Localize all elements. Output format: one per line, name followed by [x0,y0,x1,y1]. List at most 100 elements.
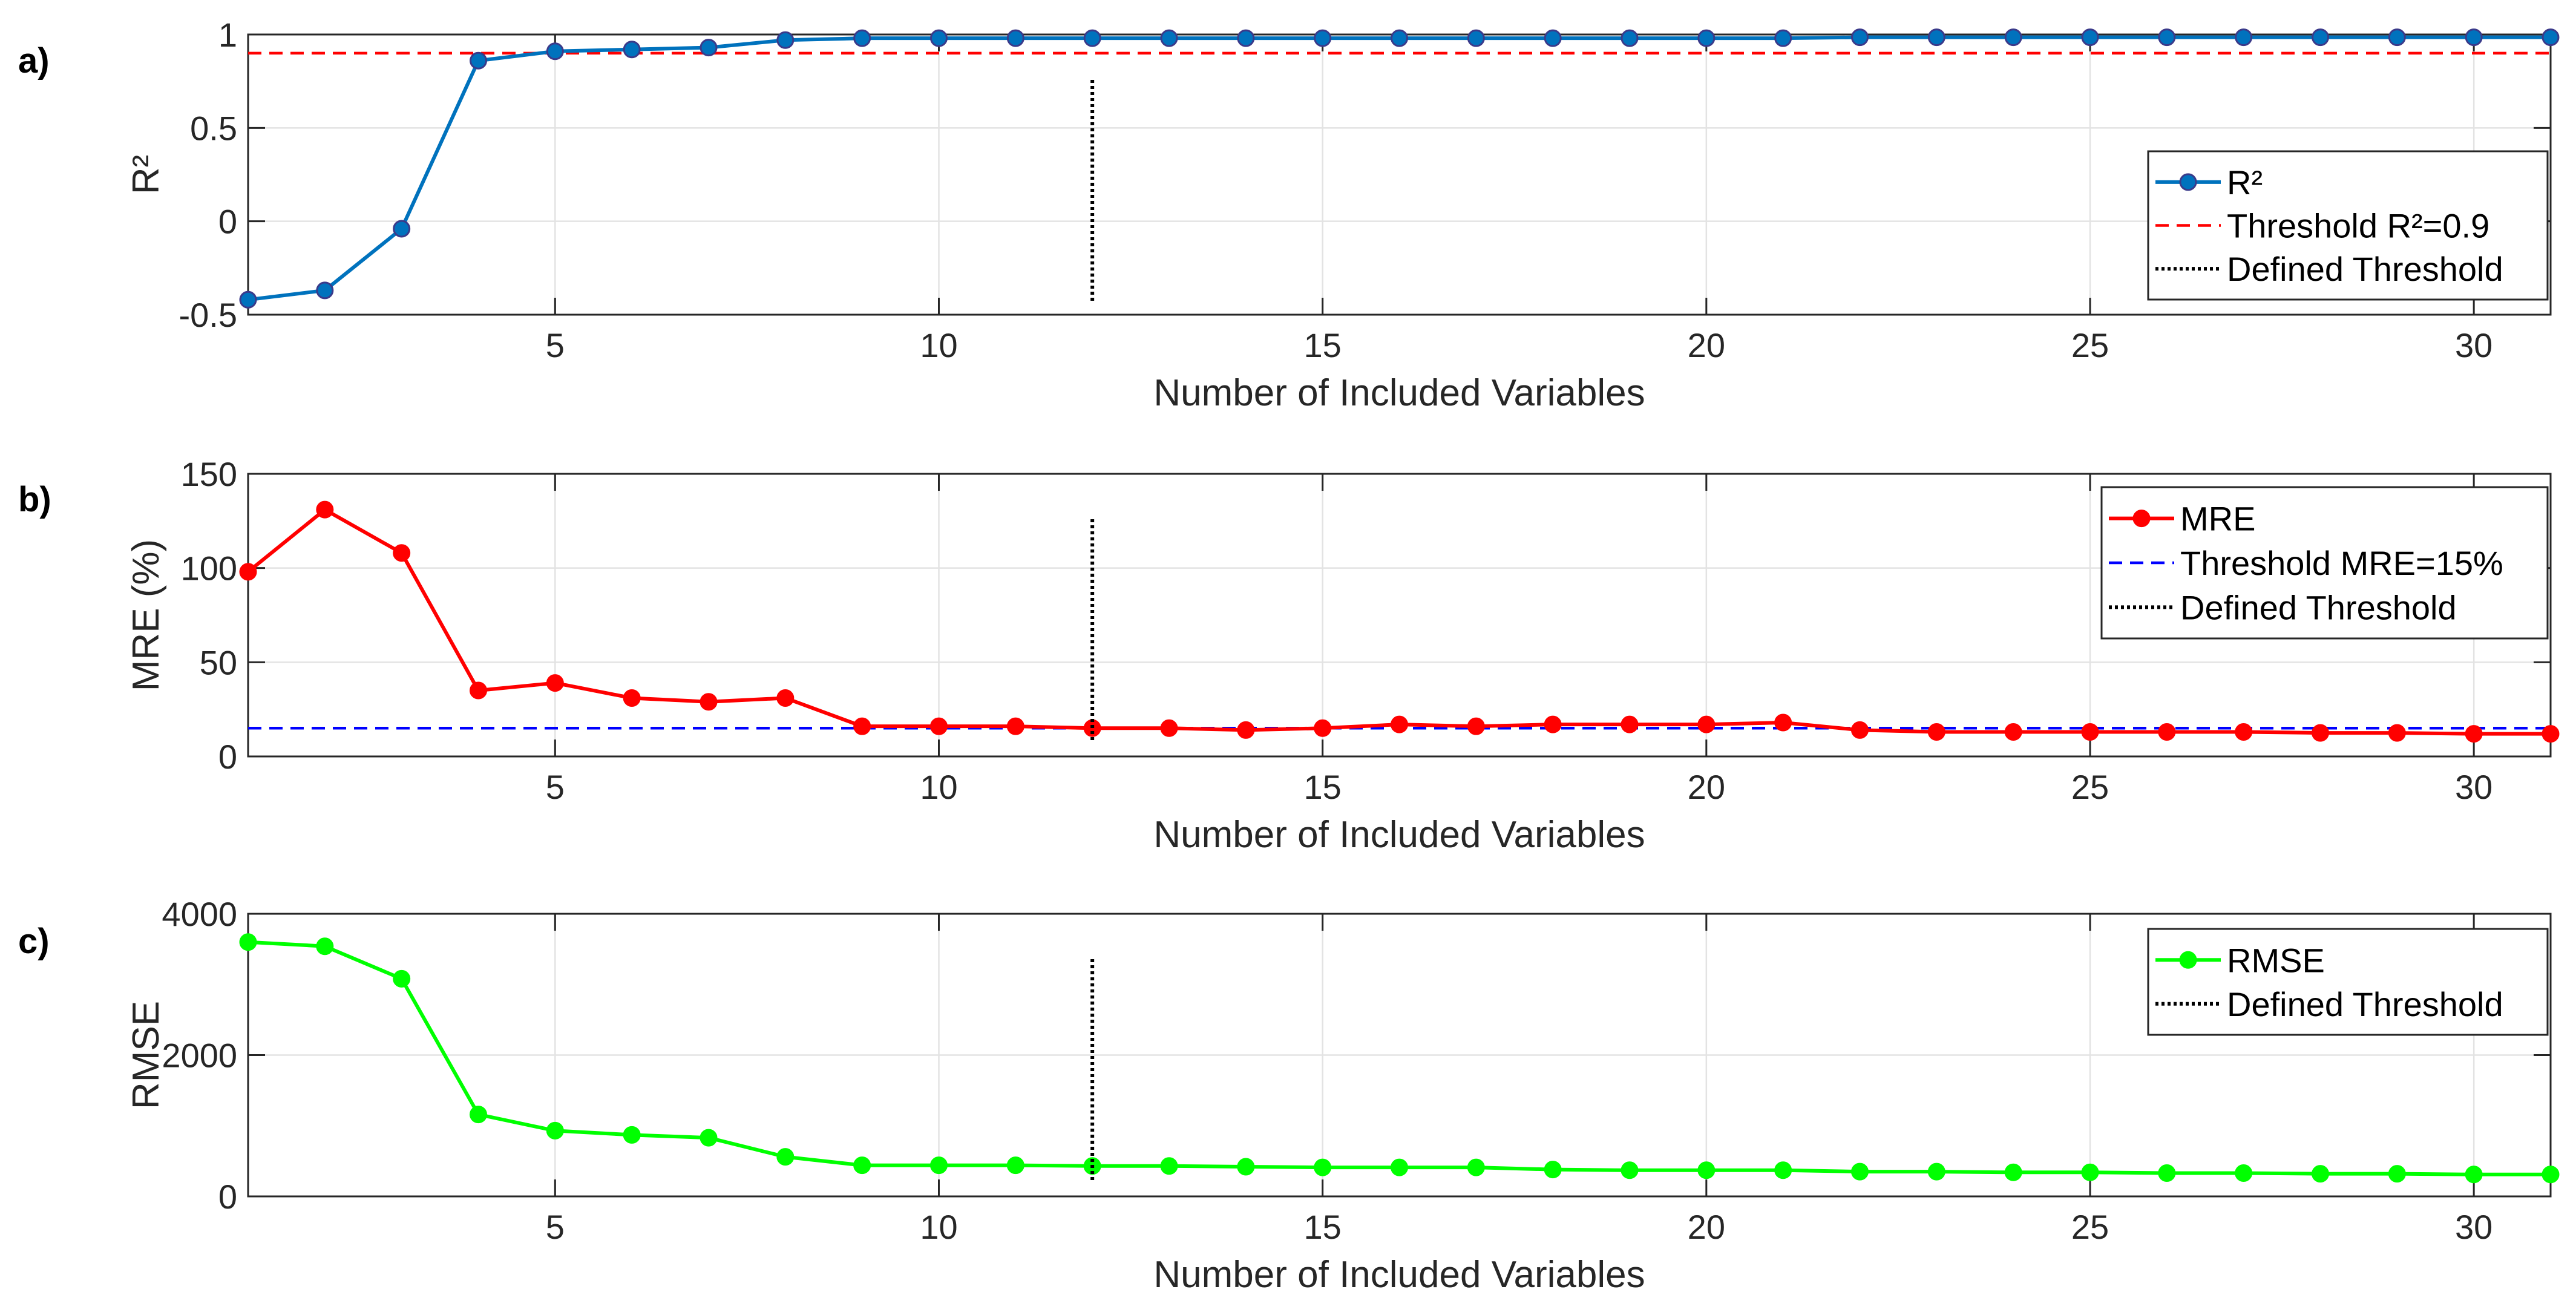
data-point [1544,1161,1562,1179]
legend-label: MRE [2180,500,2255,538]
data-point [2388,1165,2406,1183]
panel-b: 5 10 15 20 25 30 0 50 100 150 Number of Included V… [18,455,2560,856]
x-tick-label: 20 [1688,326,1725,364]
data-point [1391,715,1408,733]
data-point [623,41,641,59]
x-axis-label: Number of Included Variables [1153,1254,1645,1296]
x-tick-label: 20 [1688,1208,1725,1246]
x-tick-label: 30 [2455,326,2492,364]
data-point [2312,1165,2329,1183]
data-point [2158,28,2176,47]
data-point [2465,1166,2483,1184]
panel-c: 5 10 15 20 25 30 0 2000 4000 Number of Included V… [18,895,2560,1296]
data-point [2004,723,2022,741]
data-point [776,1148,795,1166]
data-point [776,689,795,707]
x-tick-label: 15 [1304,768,1342,806]
x-tick-label: 10 [920,326,957,364]
legend-label: Defined Threshold [2227,985,2503,1023]
data-point [1544,715,1562,733]
data-point [1467,717,1485,735]
x-tick-label: 15 [1304,1208,1342,1246]
data-point [1851,28,1869,47]
y-axis-label: RMSE [125,1001,167,1109]
data-point [1006,1156,1024,1175]
data-point [2235,723,2253,741]
x-tick-label: 10 [920,1208,957,1246]
data-point [1927,1163,1945,1181]
x-tick-label: 15 [1304,326,1342,364]
data-point [1774,29,1792,47]
legend-label: Defined Threshold [2180,588,2457,626]
y-tick-label: 0 [218,738,237,776]
y-tick-label: -0.5 [179,296,238,334]
data-point [1851,1163,1869,1181]
y-tick-label: 100 [181,549,237,588]
data-point [1467,29,1485,47]
legend-box [2100,486,2549,640]
data-point [1927,723,1945,741]
data-point [2081,723,2099,741]
x-tick-label: 20 [1688,768,1725,806]
data-point [1083,29,1101,47]
y-tick-label: 4000 [162,895,237,933]
y-tick-label: 150 [181,455,237,493]
y-tick-label: 0 [218,203,237,241]
data-point [546,1121,564,1140]
data-point [1697,715,1716,733]
data-point [2081,1163,2099,1181]
x-tick-label: 30 [2455,768,2492,806]
data-point [930,717,948,735]
legend-swatch-marker [2132,510,2151,528]
data-point [470,1106,487,1124]
data-point [546,674,564,692]
data-point [1621,715,1639,733]
data-point [700,39,718,57]
data-point [2465,725,2483,743]
data-point [1391,1158,1408,1176]
data-point [1927,28,1945,47]
data-point [2542,28,2560,47]
data-point [2081,28,2099,47]
data-point [1467,1158,1485,1176]
data-point [1006,717,1024,735]
data-point [546,42,564,61]
x-tick-label: 5 [546,1208,565,1246]
data-point [2158,723,2176,741]
data-point [1314,29,1332,47]
legend-label: R² [2227,163,2263,202]
y-tick-label: 0.5 [190,109,237,147]
data-point [316,500,334,519]
legend: MRE Threshold MRE=15% Defined Threshold [2100,486,2549,640]
data-point [2388,28,2406,47]
data-point [1774,1161,1792,1179]
y-tick-label: 2000 [162,1037,237,1075]
x-axis-label: Number of Included Variables [1153,372,1645,414]
axes-box [247,473,2552,758]
data-point [239,290,257,309]
data-point [2542,1166,2560,1184]
data-point [700,1129,718,1147]
data-point [1160,1157,1178,1175]
data-point [239,933,257,951]
data-point [623,689,641,707]
data-point [393,220,411,238]
data-point [700,693,718,711]
data-point [1697,1161,1716,1179]
x-tick-label: 5 [546,768,565,806]
data-point [2312,28,2329,47]
data-point [1237,721,1255,739]
data-point [623,1126,641,1144]
legend: R² Threshold R²=0.9 Defined Threshold [2147,150,2549,301]
data-point [470,51,487,70]
x-tick-label: 10 [920,768,957,806]
data-point [239,563,257,581]
y-axis-label: MRE (%) [125,539,167,691]
data-point [1544,29,1562,47]
data-point [1006,29,1024,47]
data-point [853,29,871,47]
legend-label: Threshold R²=0.9 [2227,207,2489,245]
data-point [1621,29,1639,47]
data-point [930,29,948,47]
